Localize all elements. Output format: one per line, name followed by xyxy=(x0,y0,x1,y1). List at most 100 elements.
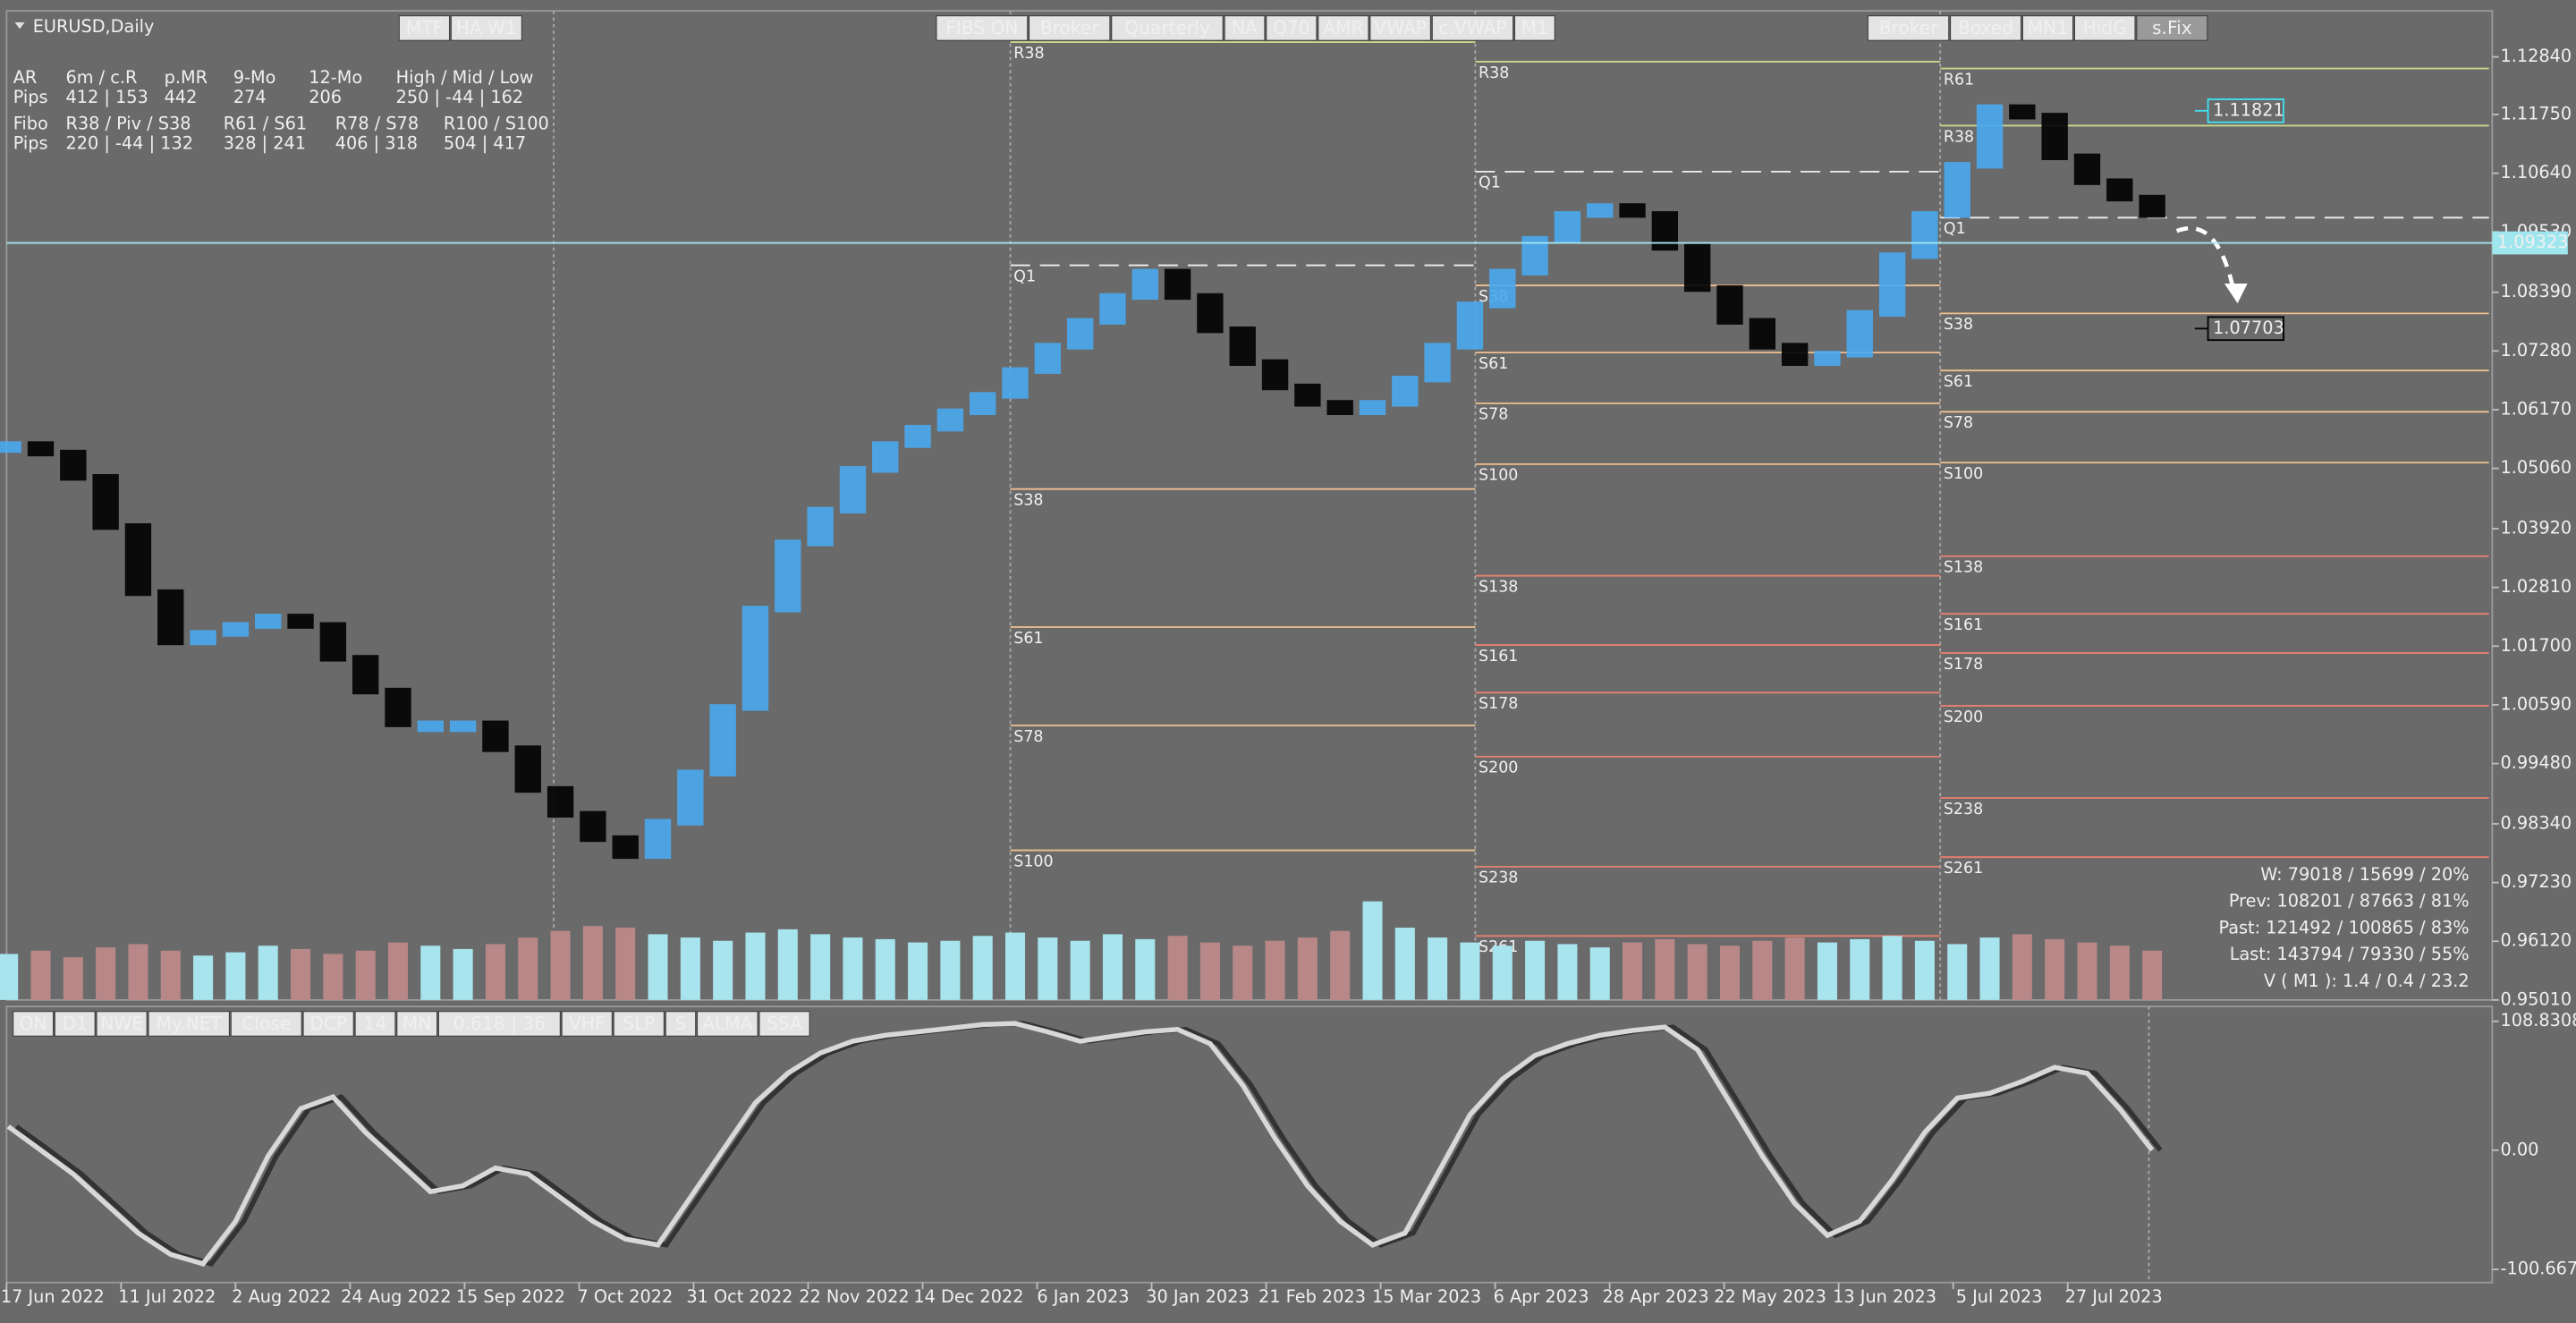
toolbar-button[interactable]: Q70 xyxy=(1266,15,1318,41)
button-face[interactable] xyxy=(696,1011,758,1037)
button-face[interactable] xyxy=(437,1011,561,1037)
candle xyxy=(1781,343,1809,367)
button-face[interactable] xyxy=(665,1011,697,1037)
button-label[interactable]: DCP xyxy=(309,1013,347,1034)
button-label[interactable]: VHF xyxy=(569,1013,606,1034)
toolbar-button[interactable]: 0.618 | 36 xyxy=(437,1011,561,1037)
button-face[interactable] xyxy=(230,1011,302,1037)
toolbar-button[interactable]: SSA xyxy=(758,1011,810,1037)
button-label[interactable]: NA xyxy=(1232,17,1258,38)
menu-arrow[interactable] xyxy=(14,22,25,30)
button-label[interactable]: s.Fix xyxy=(2152,17,2192,38)
button-face[interactable] xyxy=(13,1011,55,1037)
button-face[interactable] xyxy=(450,15,522,41)
button-face[interactable] xyxy=(561,1011,613,1037)
toolbar-button[interactable]: ON xyxy=(13,1011,55,1037)
toolbar-button[interactable]: NWE xyxy=(96,1011,148,1037)
toolbar-button[interactable]: c.VWAP xyxy=(1431,15,1514,41)
toolbar-button[interactable]: DCP xyxy=(302,1011,354,1037)
toolbar-button[interactable]: 14 xyxy=(354,1011,396,1037)
button-face[interactable] xyxy=(2136,15,2208,41)
toolbar-button[interactable]: s.Fix xyxy=(2136,15,2208,41)
button-face[interactable] xyxy=(398,15,451,41)
button-label[interactable]: HA W1 xyxy=(456,17,517,38)
toolbar-button[interactable]: ALMA xyxy=(696,1011,758,1037)
button-face[interactable] xyxy=(1111,15,1224,41)
button-label[interactable]: SSA xyxy=(767,1013,802,1034)
toolbar-button[interactable]: MN1 xyxy=(2021,15,2074,41)
button-face[interactable] xyxy=(1867,15,1950,41)
volume-bar xyxy=(1102,934,1123,1000)
button-label[interactable]: S xyxy=(675,1013,687,1034)
button-label[interactable]: ALMA xyxy=(702,1013,752,1034)
button-face[interactable] xyxy=(2021,15,2074,41)
button-face[interactable] xyxy=(1369,15,1431,41)
button-label[interactable]: Broker xyxy=(1879,17,1938,38)
button-face[interactable] xyxy=(396,1011,438,1037)
button-face[interactable] xyxy=(758,1011,810,1037)
volume-bar xyxy=(1525,940,1546,1000)
button-label[interactable]: Quarterly xyxy=(1124,17,1210,38)
toolbar-button[interactable]: MTF xyxy=(398,15,451,41)
osc-tick-label: 0.00 xyxy=(2501,1139,2539,1159)
button-face[interactable] xyxy=(302,1011,354,1037)
button-label[interactable]: 14 xyxy=(364,1013,387,1034)
button-label[interactable]: VWAP xyxy=(1374,17,1427,38)
candle xyxy=(157,589,184,646)
button-label[interactable]: Broker xyxy=(1040,17,1099,38)
toolbar-button[interactable]: HA W1 xyxy=(450,15,522,41)
button-face[interactable] xyxy=(1266,15,1318,41)
toolbar-button[interactable]: Quarterly xyxy=(1111,15,1224,41)
button-label[interactable]: HidG xyxy=(2083,17,2127,38)
button-face[interactable] xyxy=(936,15,1029,41)
toolbar-button[interactable]: VHF xyxy=(561,1011,613,1037)
button-face[interactable] xyxy=(1513,15,1555,41)
button-face[interactable] xyxy=(354,1011,396,1037)
toolbar-button[interactable]: D1 xyxy=(54,1011,96,1037)
button-face[interactable] xyxy=(613,1011,665,1037)
level-label: R38 xyxy=(1479,64,1509,82)
toolbar-button[interactable]: MN xyxy=(396,1011,438,1037)
toolbar-button[interactable]: FIBS ON xyxy=(936,15,1029,41)
button-label[interactable]: Boxed xyxy=(1958,17,2013,38)
button-label[interactable]: FIBS ON xyxy=(945,17,1018,38)
button-label[interactable]: Close xyxy=(242,1013,291,1034)
toolbar-button[interactable]: Boxed xyxy=(1950,15,2022,41)
button-label[interactable]: M1 xyxy=(1521,17,1548,38)
button-label[interactable]: c.VWAP xyxy=(1438,17,1506,38)
button-label[interactable]: SLP xyxy=(623,1013,655,1034)
toolbar-button[interactable]: Broker xyxy=(1867,15,1950,41)
button-face[interactable] xyxy=(96,1011,148,1037)
button-label[interactable]: MN xyxy=(402,1013,432,1034)
button-label[interactable]: ON xyxy=(20,1013,47,1034)
toolbar-button[interactable]: AMR xyxy=(1318,15,1369,41)
toolbar-button[interactable]: Close xyxy=(230,1011,302,1037)
button-face[interactable] xyxy=(1224,15,1266,41)
button-face[interactable] xyxy=(1028,15,1111,41)
button-face[interactable] xyxy=(1318,15,1369,41)
candle xyxy=(1002,367,1029,399)
toolbar-button[interactable]: VWAP xyxy=(1369,15,1431,41)
button-label[interactable]: 0.618 | 36 xyxy=(453,1013,546,1034)
candle xyxy=(1944,162,1970,218)
button-face[interactable] xyxy=(1950,15,2022,41)
volume-bar xyxy=(2142,950,2163,1000)
button-label[interactable]: AMR xyxy=(1323,17,1363,38)
button-face[interactable] xyxy=(148,1011,230,1037)
button-label[interactable]: MTF xyxy=(406,17,443,38)
button-label[interactable]: Q70 xyxy=(1273,17,1310,38)
button-label[interactable]: NWE xyxy=(100,1013,143,1034)
toolbar-button[interactable]: M1 xyxy=(1513,15,1555,41)
button-label[interactable]: My.NET xyxy=(157,1013,223,1034)
button-face[interactable] xyxy=(54,1011,96,1037)
button-face[interactable] xyxy=(2073,15,2136,41)
button-label[interactable]: MN1 xyxy=(2028,17,2068,38)
toolbar-button[interactable]: My.NET xyxy=(148,1011,230,1037)
toolbar-button[interactable]: SLP xyxy=(613,1011,665,1037)
button-label[interactable]: D1 xyxy=(63,1013,88,1034)
toolbar-button[interactable]: NA xyxy=(1224,15,1266,41)
toolbar-button[interactable]: Broker xyxy=(1028,15,1111,41)
button-face[interactable] xyxy=(1431,15,1514,41)
toolbar-button[interactable]: HidG xyxy=(2073,15,2136,41)
toolbar-button[interactable]: S xyxy=(665,1011,697,1037)
